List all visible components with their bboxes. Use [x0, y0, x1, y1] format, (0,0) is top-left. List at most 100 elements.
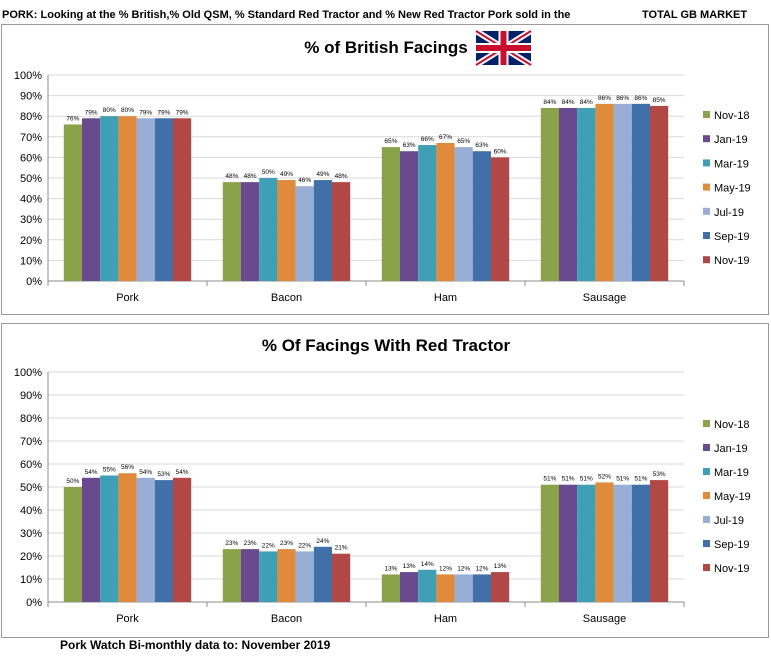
chart-title: % of British Facings	[304, 38, 467, 57]
legend-swatch	[703, 207, 710, 215]
data-label: 86%	[598, 95, 611, 102]
bar	[63, 124, 82, 281]
x-tick-label: Ham	[434, 613, 457, 625]
x-tick-label: Bacon	[271, 292, 302, 304]
y-tick-label: 0%	[26, 597, 42, 609]
y-tick-label: 10%	[20, 574, 42, 586]
data-label: 63%	[475, 142, 488, 149]
y-tick-label: 10%	[20, 255, 42, 267]
y-tick-label: 0%	[26, 276, 42, 288]
y-tick-label: 20%	[20, 551, 42, 563]
bar	[295, 186, 314, 281]
data-label: 60%	[494, 148, 507, 155]
legend-swatch	[703, 468, 710, 475]
data-label: 51%	[634, 476, 647, 483]
report-header: PORK: Looking at the % British,% Old QSM…	[2, 9, 571, 21]
x-tick-label: Pork	[116, 613, 139, 625]
data-label: 48%	[335, 173, 348, 180]
data-label: 50%	[66, 478, 79, 485]
legend-label: Nov-19	[714, 255, 749, 267]
data-label: 23%	[225, 540, 238, 547]
bar	[540, 107, 559, 282]
legend-swatch	[703, 232, 710, 239]
y-tick-label: 60%	[20, 459, 42, 471]
bar	[650, 105, 669, 282]
legend-label: Jul-19	[714, 207, 744, 219]
data-label: 48%	[225, 173, 238, 180]
legend-label: Nov-19	[714, 563, 749, 575]
data-label: 84%	[580, 99, 593, 106]
data-label: 55%	[103, 467, 116, 474]
x-tick-label: Sausage	[583, 613, 626, 625]
data-label: 53%	[653, 471, 666, 478]
legend-label: Mar-19	[714, 467, 749, 479]
x-tick-label: Bacon	[271, 613, 302, 625]
data-label: 51%	[616, 476, 629, 483]
bar	[277, 549, 296, 602]
legend-label: Sep-19	[714, 231, 749, 243]
data-label: 79%	[157, 109, 170, 116]
data-label: 21%	[335, 545, 348, 552]
british-facings-chart: % of British Facings 0% 10% 20% 30% 40% 50% 60%…	[14, 28, 751, 304]
data-label: 67%	[439, 134, 452, 141]
data-label: 49%	[280, 171, 293, 178]
legend-swatch	[703, 420, 710, 427]
data-label: 54%	[85, 469, 98, 476]
bar	[100, 475, 119, 602]
bar	[136, 118, 155, 281]
data-label: 49%	[316, 171, 329, 178]
bar	[118, 473, 137, 602]
bar	[400, 572, 419, 602]
y-tick-label: 40%	[20, 194, 42, 206]
bar	[613, 103, 632, 281]
y-tick-label: 30%	[20, 528, 42, 540]
data-label: 54%	[139, 469, 152, 476]
y-tick-label: 70%	[20, 436, 42, 448]
y-tick-label: 90%	[20, 390, 42, 402]
data-label: 13%	[384, 565, 397, 572]
bar	[313, 180, 332, 281]
legend-swatch	[703, 135, 710, 143]
bar	[118, 116, 137, 281]
bar	[650, 480, 669, 602]
legend-swatch	[703, 516, 710, 523]
data-label: 51%	[580, 476, 593, 483]
legend-label: Jan-19	[714, 443, 748, 455]
data-label: 24%	[316, 538, 329, 545]
bar	[540, 484, 559, 602]
chart-title: % Of Facings With Red Tractor	[262, 336, 511, 355]
x-tick-label: Sausage	[583, 292, 626, 304]
legend-label: Jan-19	[714, 134, 748, 146]
y-tick-label: 70%	[20, 132, 42, 144]
bar	[559, 107, 578, 282]
bar	[631, 103, 650, 281]
data-label: 53%	[157, 471, 170, 478]
union-jack-flag-icon	[474, 28, 533, 68]
market-label: TOTAL GB MARKET	[642, 9, 748, 21]
bar	[454, 574, 473, 602]
data-label: 23%	[280, 540, 293, 547]
data-label: 65%	[457, 138, 470, 145]
data-label: 86%	[634, 95, 647, 102]
bar	[595, 482, 614, 602]
legend-swatch	[703, 256, 710, 264]
legend-label: Nov-18	[714, 110, 749, 122]
bar	[559, 484, 578, 602]
bar	[454, 147, 473, 281]
bar	[100, 116, 119, 281]
data-label: 12%	[439, 565, 452, 572]
bar	[472, 151, 491, 281]
data-label: 52%	[598, 473, 611, 480]
y-tick-label: 80%	[20, 111, 42, 123]
data-label: 50%	[262, 169, 275, 176]
legend-swatch	[703, 444, 710, 451]
data-label: 79%	[85, 109, 98, 116]
bar	[595, 103, 614, 281]
bar	[400, 151, 419, 281]
y-tick-label: 40%	[20, 505, 42, 517]
legend-swatch	[703, 159, 710, 167]
bar	[222, 182, 241, 281]
legend-label: Mar-19	[714, 158, 749, 170]
data-label: 13%	[494, 563, 507, 570]
bar	[436, 142, 455, 281]
